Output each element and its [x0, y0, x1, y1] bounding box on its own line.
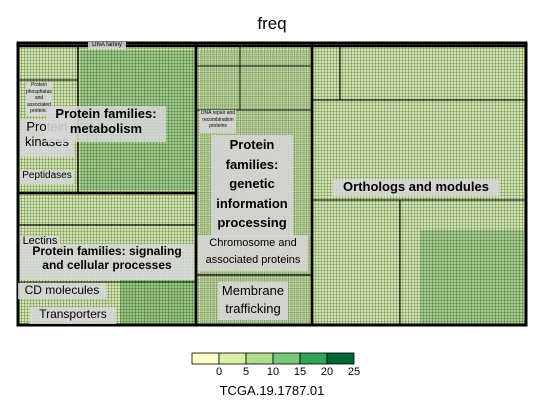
legend-swatch [191, 352, 220, 365]
legend-tick-label: 10 [266, 366, 280, 378]
legend-swatch [299, 352, 328, 365]
legend-swatch [272, 352, 301, 365]
legend-swatch [245, 352, 274, 365]
legend-tick-label: 25 [347, 366, 361, 378]
label-orthologs: Orthologs and modules [333, 179, 499, 196]
cell-signaling-dark [120, 280, 195, 325]
chart-title: freq [257, 14, 287, 33]
border-orthologs [310, 44, 528, 327]
legend-swatch [326, 352, 355, 365]
legend-tick-label: 20 [320, 366, 334, 378]
legend-title: TCGA.19.1787.01 [219, 383, 325, 398]
label-chromosome: Chromosome and associated proteins [198, 235, 308, 271]
color-legend [191, 352, 355, 365]
label-transporters: Transporters [30, 307, 116, 324]
label-membrane: Membrane trafficking [218, 282, 288, 320]
label-genetic: Protein families: genetic information pr… [211, 135, 293, 237]
label-dna-family: DNA family [88, 42, 126, 49]
legend-tick-label: 15 [293, 366, 307, 378]
label-peptidases: Peptidases [20, 170, 74, 184]
legend-swatch [218, 352, 247, 365]
legend-tick-label: 5 [242, 366, 250, 378]
label-lectins: Lectins [20, 236, 60, 246]
label-metabolism: Protein families: metabolism [46, 106, 166, 142]
group-borders [16, 41, 528, 327]
label-dna-repair: DNA repair and recombination proteins [200, 110, 236, 133]
label-phosphatases: Protein phosphatases and associated prot… [26, 82, 52, 116]
label-cd-molecules: CD molecules [18, 283, 106, 299]
legend-tick-label: 0 [215, 366, 223, 378]
cell-orthologs-dark [420, 230, 526, 325]
label-signaling: Protein families: signaling and cellular… [20, 244, 194, 280]
